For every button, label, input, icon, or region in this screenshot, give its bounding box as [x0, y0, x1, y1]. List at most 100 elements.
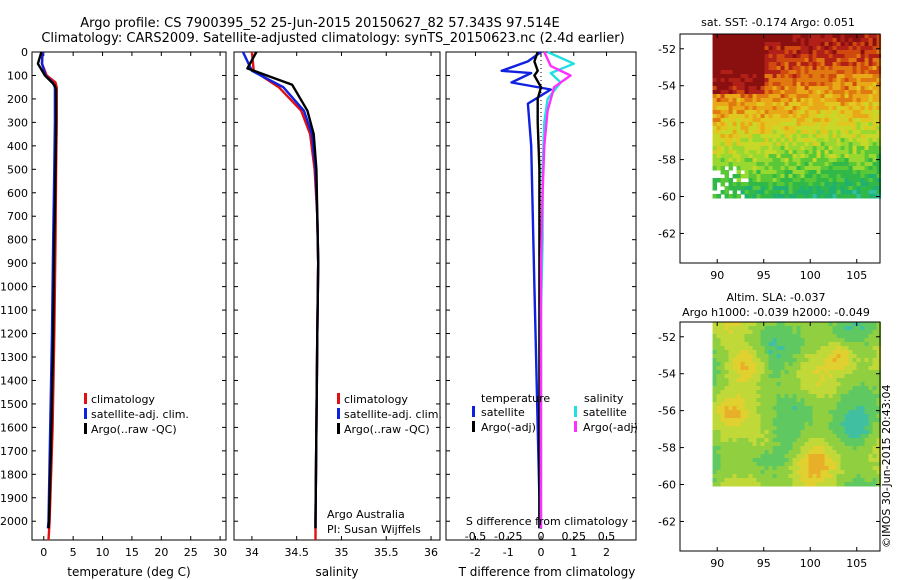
sla-cell	[748, 358, 754, 363]
sst-cell	[768, 154, 774, 159]
sst-cell	[712, 54, 718, 59]
sla-cell	[724, 410, 730, 415]
sla-cell	[824, 474, 830, 479]
sla-cell	[804, 410, 810, 415]
sla-cell	[868, 358, 874, 363]
sst-cell	[724, 162, 730, 167]
sla-cell	[792, 422, 798, 427]
sla-cell	[744, 446, 750, 451]
legend-label-s-satellite: satellite	[583, 406, 627, 419]
sla-cell	[720, 322, 726, 327]
sla-cell	[732, 466, 738, 471]
sst-cell	[808, 158, 814, 163]
sla-cell	[764, 434, 770, 439]
sst-cell	[756, 110, 762, 115]
sla-cell	[796, 426, 802, 431]
sla-cell	[724, 390, 730, 395]
sst-cell	[728, 46, 734, 51]
sst-cell	[856, 158, 862, 163]
sst-cell	[748, 190, 754, 195]
sst-cell	[768, 126, 774, 131]
sla-cell	[864, 370, 870, 375]
sla-cell	[832, 418, 838, 423]
sst-cell	[820, 42, 826, 47]
sla-cell	[796, 382, 802, 387]
sla-cell	[820, 362, 826, 367]
sst-cell	[720, 98, 726, 103]
sla-cell	[780, 330, 786, 335]
sst-cell	[828, 142, 834, 147]
sst-cell	[716, 110, 722, 115]
sla-cell	[864, 338, 870, 343]
sla-cell	[716, 378, 722, 383]
sst-cell	[832, 170, 838, 175]
sst-cell	[756, 182, 762, 187]
sst-cell	[868, 194, 874, 199]
sst-cell	[856, 58, 862, 63]
sla-cell	[744, 366, 750, 371]
sst-cell	[788, 74, 794, 79]
sst-cell	[792, 134, 798, 139]
sst-cell	[824, 142, 830, 147]
sla-cell	[864, 466, 870, 471]
sla-cell	[832, 366, 838, 371]
sla-cell	[776, 386, 782, 391]
sla-cell	[876, 418, 882, 423]
sla-cell	[840, 438, 846, 443]
sst-cell	[764, 70, 770, 75]
sst-cell	[852, 34, 858, 39]
sla-cell	[720, 382, 726, 387]
sst-cell	[860, 174, 866, 179]
sla-cell	[844, 370, 850, 375]
sla-cell	[716, 466, 722, 471]
sst-cell	[744, 190, 750, 195]
sst-cell	[776, 110, 782, 115]
sst-cell	[720, 130, 726, 135]
sst-cell	[844, 86, 850, 91]
sla-cell	[864, 398, 870, 403]
sst-cell	[832, 178, 838, 183]
sla-cell	[836, 462, 842, 467]
sla-cell	[796, 474, 802, 479]
sla-cell	[820, 366, 826, 371]
sla-cell	[776, 422, 782, 427]
sla-cell	[776, 326, 782, 331]
sla-cell	[800, 482, 806, 487]
sst-cell	[752, 114, 758, 119]
sst-cell	[768, 122, 774, 127]
sst-cell	[736, 38, 742, 43]
sst-cell	[836, 58, 842, 63]
sla-cell	[852, 354, 858, 359]
sla-cell	[824, 406, 830, 411]
sst-cell	[840, 158, 846, 163]
sst-cell	[828, 98, 834, 103]
sst-cell	[868, 170, 874, 175]
sst-cell	[784, 114, 790, 119]
sst-cell	[756, 194, 762, 199]
sla-cell	[784, 470, 790, 475]
sla-cell	[816, 394, 822, 399]
sla-cell	[864, 414, 870, 419]
sst-cell	[852, 98, 858, 103]
sla-cell	[876, 474, 882, 479]
sla-cell	[772, 458, 778, 463]
sla-cell	[752, 442, 758, 447]
sla-cell	[752, 326, 758, 331]
y-tick-label: 0	[21, 46, 28, 59]
sst-cell	[768, 62, 774, 67]
sla-cell	[724, 442, 730, 447]
sst-cell	[780, 118, 786, 123]
sst-cell	[756, 78, 762, 83]
sla-cell	[788, 394, 794, 399]
sst-cell	[744, 58, 750, 63]
sla-cell	[820, 326, 826, 331]
sst-cell	[804, 118, 810, 123]
sla-cell	[872, 358, 878, 363]
sst-cell	[752, 146, 758, 151]
sst-cell	[768, 38, 774, 43]
sst-cell	[784, 150, 790, 155]
sst-cell	[748, 46, 754, 51]
sla-cell	[828, 354, 834, 359]
sla-cell	[840, 366, 846, 371]
sla-cell	[744, 402, 750, 407]
